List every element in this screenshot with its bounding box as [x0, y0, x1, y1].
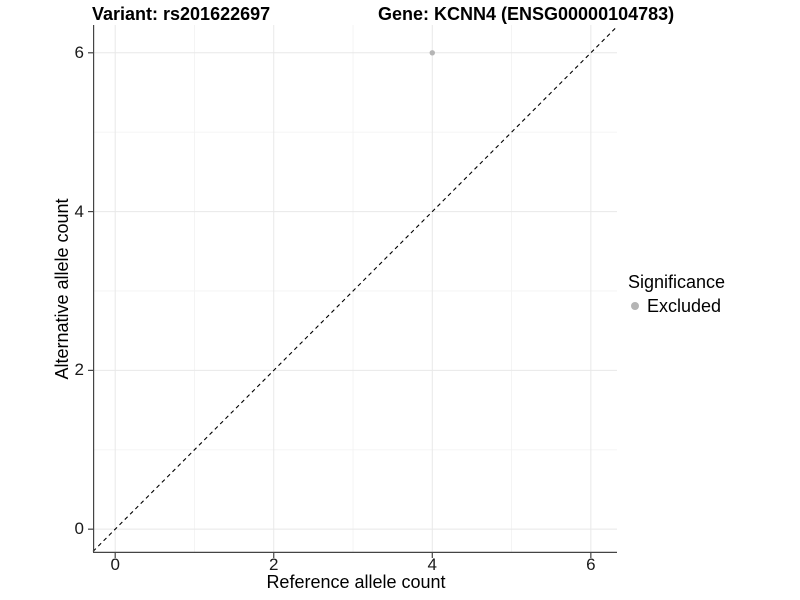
x-tick-label: 6: [586, 555, 596, 574]
legend-entry-label: Excluded: [647, 296, 722, 316]
legend-entry: Excluded: [631, 296, 725, 316]
legend: Significance Excluded: [628, 272, 725, 316]
x-axis-title: Reference allele count: [266, 572, 446, 592]
identity-dashed-line: [92, 26, 618, 552]
x-tick-label: 0: [110, 555, 120, 574]
legend-title: Significance: [628, 272, 726, 292]
plot-panel-svg: [88, 25, 618, 558]
y-tick-label: 2: [74, 360, 84, 380]
y-tick-label: 4: [74, 201, 84, 221]
data-point: [429, 50, 435, 56]
variant-title: Variant: rs201622697: [92, 4, 271, 24]
x-tick-label: 2: [269, 555, 279, 574]
x-tick-label: 4: [427, 555, 438, 574]
legend-point-swatch-icon: [631, 302, 639, 310]
y-axis-title: Alternative allele count: [52, 198, 72, 380]
gene-title: Gene: KCNN4 (ENSG00000104783): [378, 4, 675, 24]
y-tick-label: 6: [74, 42, 84, 62]
y-tick-label: 0: [74, 519, 84, 539]
